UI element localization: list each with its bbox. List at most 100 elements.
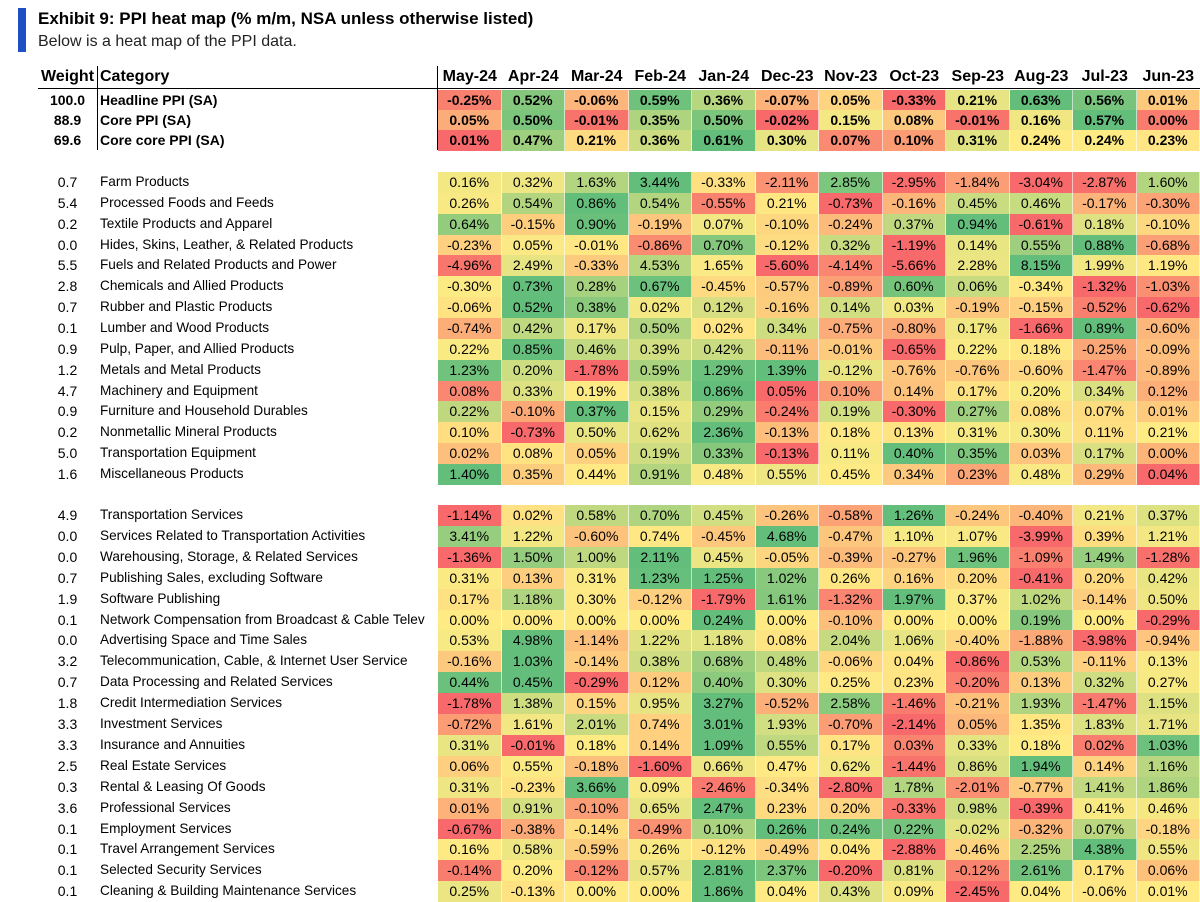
heat-cell: 0.20% [502, 360, 566, 381]
heat-cell: 0.58% [502, 839, 566, 860]
heat-cell: 0.31% [946, 130, 1010, 151]
heat-cell: -0.61% [1010, 214, 1074, 235]
heat-cell: 3.44% [629, 172, 693, 193]
heat-cell: 1.97% [883, 589, 947, 610]
heat-cell: -0.29% [565, 672, 629, 693]
heat-cell: 0.02% [502, 505, 566, 526]
heat-cell: 0.02% [692, 318, 756, 339]
heat-cell: 0.06% [946, 276, 1010, 297]
category: Chemicals and Allied Products [98, 276, 438, 297]
heat-cell: 0.23% [756, 798, 820, 819]
heat-cell: -0.02% [946, 819, 1010, 840]
heat-cell: -4.96% [438, 255, 502, 276]
heat-cell: 0.07% [819, 130, 883, 151]
heat-cell: 0.34% [756, 318, 820, 339]
heat-cell: 0.31% [438, 777, 502, 798]
weight: 2.5 [38, 756, 97, 777]
heat-cell: 0.54% [629, 193, 693, 214]
heat-cell: 0.50% [692, 110, 756, 131]
heat-cell: 1.15% [1137, 693, 1200, 714]
heat-cell: 0.05% [502, 235, 566, 256]
heat-cell: -0.52% [1073, 297, 1137, 318]
heat-cell: 0.42% [1137, 568, 1200, 589]
heat-cell: 0.04% [883, 651, 947, 672]
heat-cell: 0.20% [819, 798, 883, 819]
heat-cell: -2.88% [883, 839, 947, 860]
heat-cell: 0.23% [883, 672, 947, 693]
heat-cell: -0.33% [883, 90, 947, 111]
category: Machinery and Equipment [98, 381, 438, 402]
weight: 0.1 [38, 318, 97, 339]
heat-cell: 0.10% [819, 381, 883, 402]
heat-cell: 0.22% [883, 819, 947, 840]
heat-cell: 0.48% [692, 464, 756, 485]
heat-cell: 0.04% [756, 881, 820, 902]
heat-cell: 1.65% [692, 255, 756, 276]
heat-cell: -0.73% [502, 422, 566, 443]
heat-cell: -0.15% [1010, 297, 1074, 318]
category: Advertising Space and Time Sales [98, 630, 438, 651]
weight: 0.1 [38, 860, 97, 881]
heat-cell: 1.63% [565, 172, 629, 193]
heat-cell: 0.35% [946, 443, 1010, 464]
heat-cell: -0.13% [502, 881, 566, 902]
heat-cell: 0.14% [946, 235, 1010, 256]
heat-cell: 1.86% [1137, 777, 1200, 798]
heat-cell: -1.78% [438, 693, 502, 714]
category: Furniture and Household Durables [98, 401, 438, 422]
heat-cell: 0.62% [629, 422, 693, 443]
heat-cell: 0.26% [819, 568, 883, 589]
heat-cell: -2.14% [883, 714, 947, 735]
heat-cell: 0.19% [1010, 610, 1074, 631]
weight: 0.9 [38, 401, 97, 422]
heat-cell: 0.14% [629, 735, 693, 756]
heat-cell: -2.87% [1073, 172, 1137, 193]
heat-cell: -0.49% [756, 839, 820, 860]
heat-cell: -0.06% [565, 90, 629, 111]
heat-cell: -0.12% [946, 860, 1010, 881]
heat-cell: 0.38% [629, 381, 693, 402]
weight: 0.7 [38, 568, 97, 589]
heat-cell: -3.98% [1073, 630, 1137, 651]
heat-cell: 0.67% [629, 276, 693, 297]
heat-cell: -1.47% [1073, 693, 1137, 714]
heat-cell: 0.00% [946, 610, 1010, 631]
heat-cell: -0.40% [1010, 505, 1074, 526]
heat-cell: 0.19% [819, 401, 883, 422]
heat-cell: 0.16% [438, 172, 502, 193]
subtitle: Below is a heat map of the PPI data. [38, 31, 297, 53]
heat-cell: 0.15% [565, 693, 629, 714]
heat-cell: 0.16% [883, 568, 947, 589]
heat-cell: -0.33% [692, 172, 756, 193]
heat-cell: -0.18% [565, 756, 629, 777]
heat-cell: 0.36% [629, 130, 693, 151]
heat-cell: 1.00% [565, 547, 629, 568]
weight: 2.8 [38, 276, 97, 297]
heat-cell: 0.18% [1010, 339, 1074, 360]
heat-cell: 0.05% [946, 714, 1010, 735]
heat-cell: 0.44% [438, 672, 502, 693]
heat-cell: 0.43% [819, 881, 883, 902]
heat-cell: 0.74% [629, 714, 693, 735]
heat-cell: 0.15% [819, 110, 883, 131]
heat-cell: 0.00% [565, 610, 629, 631]
heat-cell: 0.37% [565, 401, 629, 422]
heat-cell: -0.45% [692, 526, 756, 547]
heat-cell: -2.11% [756, 172, 820, 193]
heat-cell: 0.10% [692, 819, 756, 840]
heat-cell: 0.94% [946, 214, 1010, 235]
heat-cell: 0.00% [502, 610, 566, 631]
heat-cell: 1.21% [1137, 526, 1200, 547]
heat-cell: -0.94% [1137, 630, 1200, 651]
weight: 0.7 [38, 297, 97, 318]
heat-cell: -0.01% [819, 339, 883, 360]
heat-cell: 0.34% [883, 464, 947, 485]
heat-cell: -0.26% [756, 505, 820, 526]
heat-cell: 0.54% [502, 193, 566, 214]
heat-cell: 0.04% [1137, 464, 1200, 485]
category: Hides, Skins, Leather, & Related Product… [98, 235, 438, 256]
heat-cell: 0.53% [1010, 651, 1074, 672]
heat-cell: -2.95% [883, 172, 947, 193]
heat-cell: -0.46% [946, 839, 1010, 860]
heat-cell: 0.06% [1137, 860, 1200, 881]
